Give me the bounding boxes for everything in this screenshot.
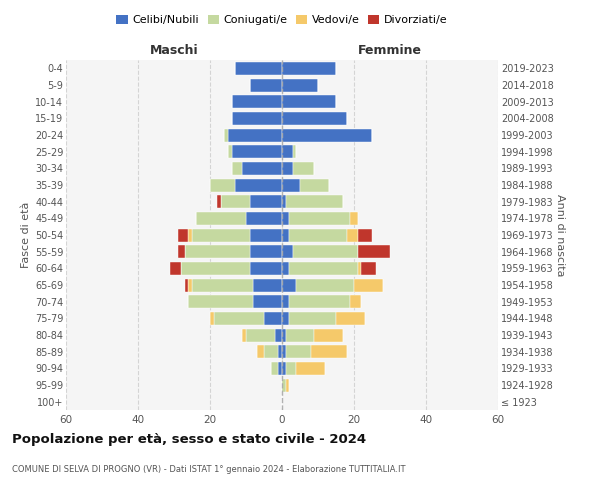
Bar	[296, 278, 354, 291]
Bar	[282, 62, 336, 75]
Bar	[228, 128, 282, 141]
Bar	[250, 262, 282, 275]
Bar	[358, 262, 361, 275]
Bar	[181, 262, 250, 275]
Bar	[293, 162, 314, 175]
Bar	[282, 278, 296, 291]
Bar	[221, 195, 250, 208]
Text: Popolazione per età, sesso e stato civile - 2024: Popolazione per età, sesso e stato civil…	[12, 432, 366, 446]
Bar	[278, 362, 282, 375]
Bar	[210, 178, 235, 192]
Bar	[188, 228, 192, 241]
Bar	[250, 245, 282, 258]
Bar	[257, 345, 264, 358]
Bar	[170, 262, 181, 275]
Bar	[293, 245, 358, 258]
Bar	[264, 345, 278, 358]
Bar	[232, 95, 282, 108]
Bar	[282, 312, 289, 325]
Bar	[232, 145, 282, 158]
Bar	[250, 195, 282, 208]
Bar	[188, 278, 192, 291]
Bar	[246, 328, 275, 342]
Bar	[282, 228, 289, 241]
Bar	[253, 295, 282, 308]
Bar	[282, 345, 286, 358]
Bar	[214, 312, 264, 325]
Bar	[350, 295, 361, 308]
Bar	[282, 245, 293, 258]
Bar	[300, 178, 329, 192]
Bar	[275, 328, 282, 342]
Text: COMUNE DI SELVA DI PROGNO (VR) - Dati ISTAT 1° gennaio 2024 - Elaborazione TUTTI: COMUNE DI SELVA DI PROGNO (VR) - Dati IS…	[12, 465, 406, 474]
Bar	[192, 278, 253, 291]
Bar	[250, 228, 282, 241]
Bar	[282, 378, 286, 392]
Bar	[296, 362, 325, 375]
Bar	[336, 312, 365, 325]
Bar	[289, 312, 336, 325]
Bar	[250, 78, 282, 92]
Bar	[282, 78, 318, 92]
Bar	[282, 212, 289, 225]
Text: Maschi: Maschi	[149, 44, 199, 57]
Bar	[289, 212, 350, 225]
Bar	[264, 312, 282, 325]
Bar	[282, 195, 286, 208]
Bar	[282, 112, 347, 125]
Bar	[178, 245, 185, 258]
Bar	[358, 228, 372, 241]
Bar	[232, 112, 282, 125]
Bar	[185, 278, 188, 291]
Bar	[314, 328, 343, 342]
Bar	[282, 362, 286, 375]
Bar	[242, 328, 246, 342]
Bar	[350, 212, 358, 225]
Bar	[242, 162, 282, 175]
Bar	[282, 162, 293, 175]
Bar	[286, 328, 314, 342]
Bar	[286, 378, 289, 392]
Bar	[293, 145, 296, 158]
Bar	[196, 212, 246, 225]
Bar	[282, 145, 293, 158]
Bar	[228, 145, 232, 158]
Bar	[210, 312, 214, 325]
Bar	[286, 362, 296, 375]
Bar	[282, 95, 336, 108]
Bar	[282, 262, 289, 275]
Bar	[282, 328, 286, 342]
Bar	[232, 162, 242, 175]
Bar	[217, 195, 221, 208]
Bar	[289, 228, 347, 241]
Bar	[358, 245, 390, 258]
Bar	[278, 345, 282, 358]
Bar	[289, 295, 350, 308]
Bar	[178, 228, 188, 241]
Bar	[246, 212, 282, 225]
Bar	[286, 345, 311, 358]
Y-axis label: Anni di nascita: Anni di nascita	[555, 194, 565, 276]
Bar	[311, 345, 347, 358]
Bar	[271, 362, 278, 375]
Bar	[282, 128, 372, 141]
Bar	[361, 262, 376, 275]
Bar	[235, 178, 282, 192]
Legend: Celibi/Nubili, Coniugati/e, Vedovi/e, Divorziati/e: Celibi/Nubili, Coniugati/e, Vedovi/e, Di…	[112, 10, 452, 30]
Bar	[289, 262, 358, 275]
Bar	[192, 228, 250, 241]
Text: Femmine: Femmine	[358, 44, 422, 57]
Bar	[253, 278, 282, 291]
Bar	[347, 228, 358, 241]
Y-axis label: Fasce di età: Fasce di età	[20, 202, 31, 268]
Bar	[188, 295, 253, 308]
Bar	[235, 62, 282, 75]
Bar	[354, 278, 383, 291]
Bar	[286, 195, 343, 208]
Bar	[282, 295, 289, 308]
Bar	[185, 245, 250, 258]
Bar	[282, 178, 300, 192]
Bar	[224, 128, 228, 141]
